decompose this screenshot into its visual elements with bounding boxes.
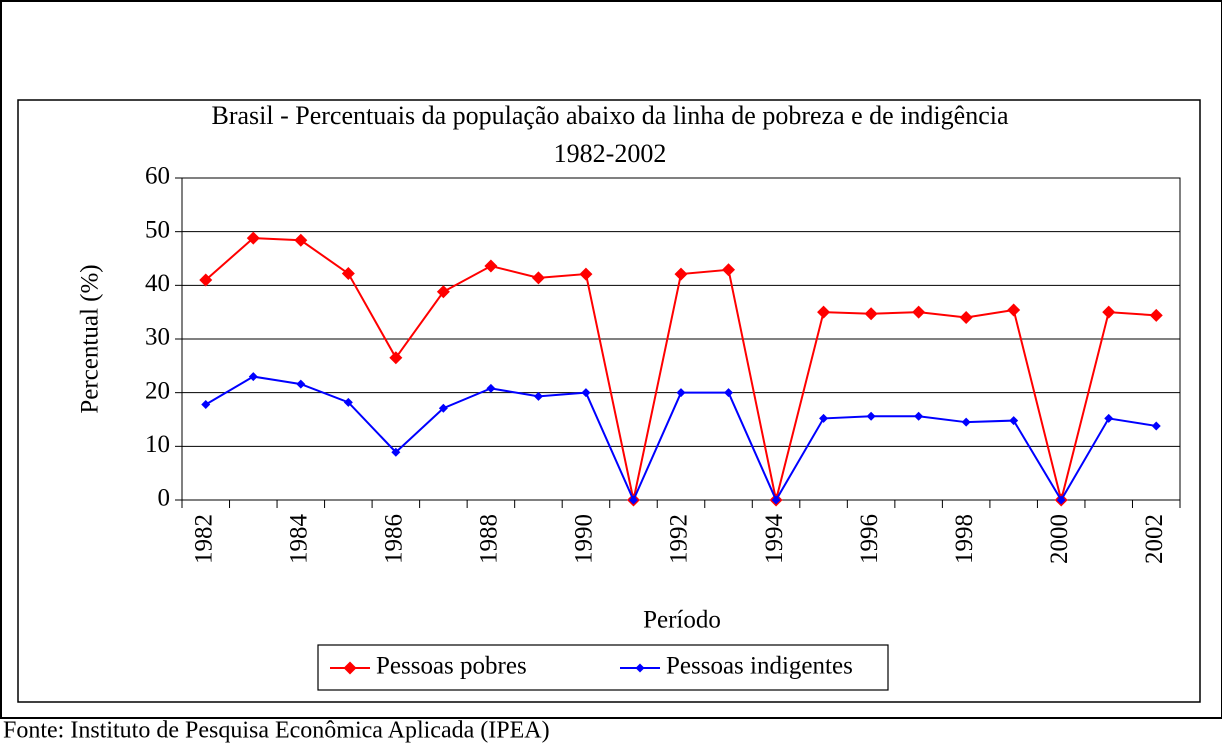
data-point [248,372,258,382]
y-tick-label: 20 [145,377,170,404]
y-tick-label: 50 [145,216,170,243]
data-point [531,271,545,285]
data-point [1104,413,1114,423]
data-point [533,391,543,401]
data-point [817,305,831,319]
x-tick-label: 2002 [1141,514,1168,564]
legend-label: Pessoas pobres [376,653,527,680]
data-point [343,397,353,407]
data-point [581,388,591,398]
data-point [486,383,496,393]
y-tick-label: 0 [158,485,171,512]
data-point [391,447,401,457]
data-point [819,413,829,423]
y-tick-label: 40 [145,270,170,297]
data-point [484,259,498,273]
data-point [1007,303,1021,317]
data-point [438,403,448,413]
x-tick-label: 1986 [381,514,408,564]
outer-frame [0,0,1222,719]
data-point [961,417,971,427]
data-point [389,351,403,365]
data-point [1009,416,1019,426]
data-point [676,388,686,398]
chart-subtitle: 1982-2002 [554,139,667,168]
data-point [199,273,213,287]
x-tick-label: 2000 [1046,514,1073,564]
legend-label: Pessoas indigentes [666,653,853,680]
x-tick-label: 1998 [951,514,978,564]
data-point [959,311,973,325]
chart-frame [17,99,1201,703]
legend-box [317,644,889,691]
data-point [1151,421,1161,431]
data-point [866,411,876,421]
data-point [864,307,878,321]
data-point [628,495,638,505]
chart-title: Brasil - Percentuais da população abaixo… [211,101,1008,130]
plot-frame [181,177,1181,501]
data-point [246,231,260,245]
data-point [914,411,924,421]
y-tick-label: 30 [145,324,170,351]
x-tick-label: 1994 [761,514,788,565]
data-point [1102,305,1116,319]
data-point [724,388,734,398]
data-point [1149,308,1163,322]
data-point [674,267,688,281]
y-axis-label: Percentual (%) [77,264,104,413]
x-tick-label: 1990 [571,514,598,564]
legend-marker [635,663,645,673]
x-axis-label: Período [643,607,721,634]
data-point [912,305,926,319]
x-tick-label: 1982 [190,514,217,564]
data-point [579,267,593,281]
legend-marker [343,661,357,675]
data-point [1056,495,1066,505]
data-point [201,399,211,409]
data-point [771,495,781,505]
data-point [294,233,308,247]
y-tick-label: 10 [145,431,170,458]
source-note: Fonte: Instituto de Pesquisa Econômica A… [3,718,550,744]
data-point [722,263,736,277]
x-tick-label: 1988 [476,514,503,564]
data-point [296,379,306,389]
data-point [436,285,450,299]
x-tick-label: 1992 [666,514,693,564]
data-point [341,267,355,281]
x-tick-label: 1984 [286,514,313,565]
y-tick-label: 60 [145,163,170,190]
x-tick-label: 1996 [856,514,883,564]
